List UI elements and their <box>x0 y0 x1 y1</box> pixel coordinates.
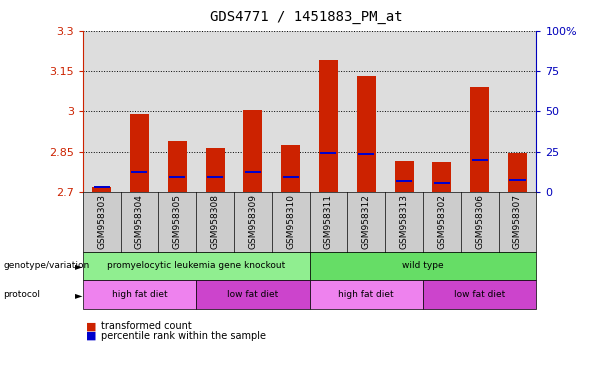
Text: wild type: wild type <box>402 262 444 270</box>
Text: GSM958307: GSM958307 <box>513 194 522 249</box>
Text: GSM958306: GSM958306 <box>475 194 484 249</box>
Bar <box>470 87 489 192</box>
Text: GSM958302: GSM958302 <box>437 194 446 249</box>
Text: GSM958303: GSM958303 <box>97 194 106 249</box>
Bar <box>508 153 527 192</box>
Bar <box>281 145 300 192</box>
Text: GSM958309: GSM958309 <box>248 194 257 249</box>
Bar <box>283 176 299 178</box>
Text: transformed count: transformed count <box>101 321 192 331</box>
Bar <box>319 60 338 192</box>
Text: ►: ► <box>75 261 82 271</box>
Bar <box>432 162 451 192</box>
Bar <box>434 182 450 184</box>
Text: GSM958312: GSM958312 <box>362 194 371 249</box>
Text: GSM958310: GSM958310 <box>286 194 295 249</box>
Bar <box>169 176 185 178</box>
Text: high fat diet: high fat diet <box>112 290 167 299</box>
Text: GSM958305: GSM958305 <box>173 194 182 249</box>
Text: promyelocytic leukemia gene knockout: promyelocytic leukemia gene knockout <box>107 262 285 270</box>
Text: ►: ► <box>75 290 82 300</box>
Text: protocol: protocol <box>3 290 40 299</box>
Bar <box>395 161 414 192</box>
Bar <box>509 179 525 181</box>
Text: percentile rank within the sample: percentile rank within the sample <box>101 331 266 341</box>
Text: GSM958304: GSM958304 <box>135 194 144 249</box>
Bar <box>321 152 337 154</box>
Bar <box>357 76 376 192</box>
Text: low fat diet: low fat diet <box>227 290 278 299</box>
Bar <box>243 110 262 192</box>
Bar <box>205 147 224 192</box>
Bar <box>92 187 111 192</box>
Text: GDS4771 / 1451883_PM_at: GDS4771 / 1451883_PM_at <box>210 10 403 23</box>
Bar <box>207 176 223 178</box>
Text: GSM958311: GSM958311 <box>324 194 333 249</box>
Bar <box>168 141 187 192</box>
Bar <box>94 185 110 188</box>
Bar <box>396 180 412 182</box>
Text: ■: ■ <box>86 321 96 331</box>
Text: GSM958313: GSM958313 <box>400 194 409 249</box>
Bar <box>131 171 148 173</box>
Bar <box>130 114 149 192</box>
Text: high fat diet: high fat diet <box>338 290 394 299</box>
Text: low fat diet: low fat diet <box>454 290 505 299</box>
Bar <box>358 153 375 156</box>
Text: genotype/variation: genotype/variation <box>3 262 89 270</box>
Bar <box>245 171 261 173</box>
Bar <box>471 159 488 161</box>
Text: ■: ■ <box>86 331 96 341</box>
Text: GSM958308: GSM958308 <box>210 194 219 249</box>
